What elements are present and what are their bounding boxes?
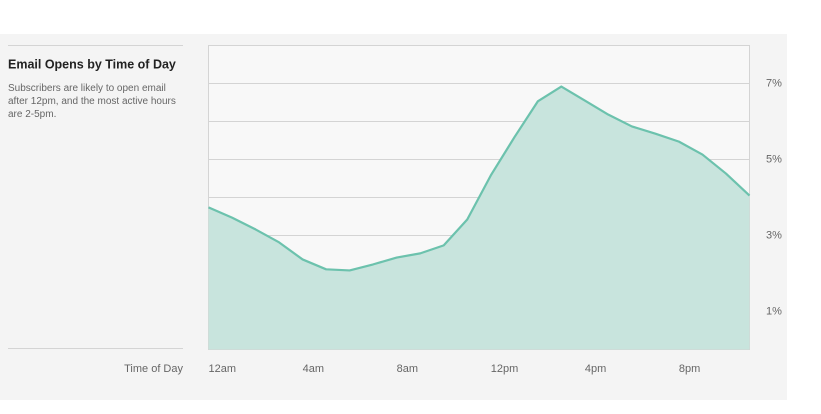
subtitle-box: Subscribers are likely to open email aft… [8,83,176,120]
x-tick-label: 8pm [679,363,700,375]
x-tick-label: 4pm [585,363,606,375]
x-axis-label: Time of Day [124,363,183,375]
y-tick-label: 1% [766,305,782,317]
y-tick-label: 7% [766,77,782,89]
y-tick-label: 5% [766,153,782,165]
x-tick-label: 12pm [491,363,519,375]
y-tick-label: 3% [766,229,782,241]
x-tick-label: 4am [303,363,324,375]
x-tick-label: 12am [209,363,237,375]
x-tick-label: 8am [397,363,418,375]
line [208,85,751,272]
chart-title: Email Opens by Time of Day [8,57,176,71]
chart-subtitle: Subscribers are likely to open email aft… [8,83,176,120]
area [208,86,750,350]
